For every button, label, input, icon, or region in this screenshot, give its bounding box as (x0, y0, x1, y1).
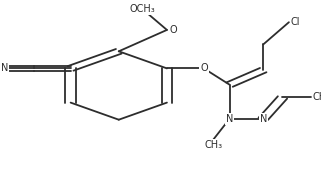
Text: CH₃: CH₃ (204, 140, 222, 150)
Text: CH₃: CH₃ (313, 93, 321, 102)
Text: N: N (1, 63, 8, 73)
Text: O: O (169, 25, 177, 35)
Text: OCH₃: OCH₃ (130, 4, 156, 14)
Text: Cl: Cl (291, 17, 300, 27)
Text: O: O (200, 63, 208, 73)
Text: N: N (226, 114, 233, 124)
Text: N: N (260, 114, 267, 124)
